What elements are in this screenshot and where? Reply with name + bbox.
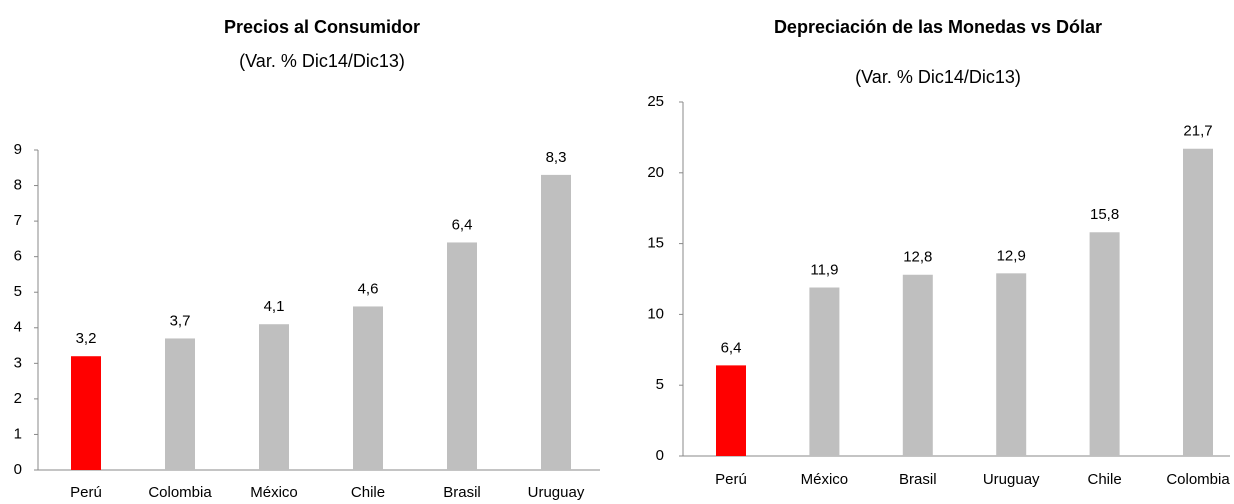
y-tick-label: 1 [14,425,22,442]
bar [165,338,195,470]
chart-title: Depreciación de las Monedas vs Dólar [774,17,1102,37]
y-tick-label: 0 [656,447,664,464]
bar [353,306,383,470]
data-label: 6,4 [721,339,742,356]
chart-subtitle: (Var. % Dic14/Dic13) [239,51,405,71]
bar [809,287,840,456]
x-tick-label: Chile [351,484,385,501]
x-tick-label: Uruguay [528,484,585,501]
bar [902,274,933,456]
bar [996,273,1027,456]
x-tick-label: Perú [715,471,747,488]
bar [1183,148,1213,456]
x-tick-label: Uruguay [983,471,1040,488]
x-tick-label: Perú [70,484,102,501]
data-label: 4,1 [264,298,285,315]
y-tick-label: 25 [647,93,664,110]
bar [71,356,101,470]
y-tick-label: 20 [647,164,664,181]
x-tick-label: Brasil [899,471,937,488]
y-tick-label: 15 [647,235,664,252]
x-tick-label: México [250,484,298,501]
y-tick-label: 5 [14,283,22,300]
y-tick-label: 3 [14,354,22,371]
bar [447,242,477,470]
bar [1089,232,1120,456]
data-label: 3,2 [76,330,97,347]
y-tick-label: 4 [14,319,22,336]
y-tick-label: 5 [656,376,664,393]
y-tick-label: 0 [14,461,22,478]
data-label: 4,6 [358,280,379,297]
y-tick-label: 9 [14,141,22,158]
data-label: 6,4 [452,216,473,233]
bar [716,365,746,456]
x-tick-label: Colombia [148,484,212,501]
data-label: 3,7 [170,312,191,329]
data-label: 8,3 [546,149,567,166]
bar [541,174,571,470]
x-tick-label: Colombia [1166,471,1230,488]
chart-title: Precios al Consumidor [224,17,420,37]
data-label: 15,8 [1090,206,1119,223]
bar [259,324,289,470]
data-label: 12,8 [903,249,932,266]
data-label: 11,9 [810,261,838,278]
y-tick-label: 2 [14,390,22,407]
x-tick-label: Brasil [443,484,481,501]
y-tick-label: 6 [14,248,22,265]
chart-subtitle: (Var. % Dic14/Dic13) [855,67,1021,87]
x-tick-label: México [801,471,849,488]
y-tick-label: 10 [647,305,664,322]
x-tick-label: Chile [1088,471,1122,488]
data-label: 21,7 [1183,123,1212,140]
y-tick-label: 7 [14,212,22,229]
y-tick-label: 8 [14,177,22,194]
data-label: 12,9 [997,247,1026,264]
